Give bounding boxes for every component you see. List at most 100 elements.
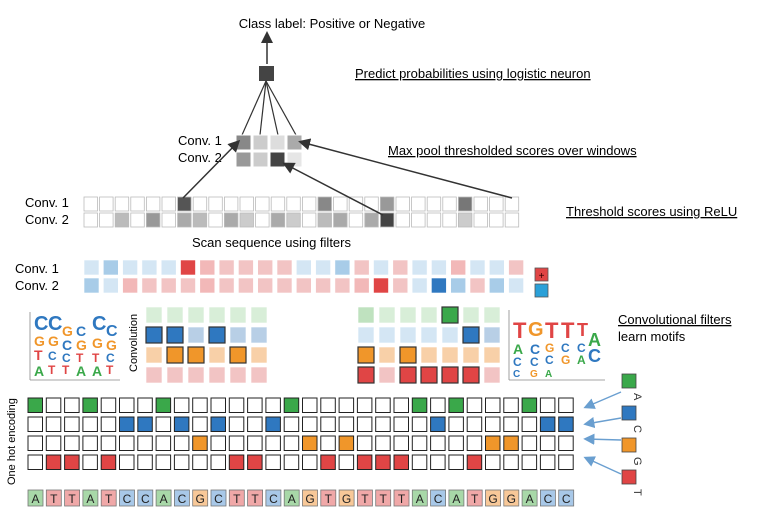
one-hot-cell — [466, 435, 483, 451]
one-hot-cell — [82, 454, 98, 470]
one-hot-cell — [448, 435, 464, 451]
one-hot-cell — [338, 416, 355, 432]
one-hot-cell — [247, 416, 263, 432]
one-hot-cell — [485, 435, 501, 451]
sequence-base-letter: G — [196, 492, 205, 506]
scan-cell — [450, 277, 467, 294]
sequence-base: C — [540, 489, 556, 507]
relu-cell — [333, 196, 348, 212]
logo-letter: C — [513, 369, 520, 380]
filter-cell — [399, 346, 417, 364]
sequence-base-box — [375, 489, 392, 507]
sequence-base-letter: A — [416, 492, 424, 506]
maxpool-cell — [286, 151, 303, 168]
plus-sign: + — [539, 271, 545, 282]
relu-conv2-label: Conv. 2 — [25, 212, 69, 227]
sequence-base-box — [100, 489, 117, 507]
one-hot-cell — [82, 397, 98, 413]
sequence-base-letter: T — [233, 492, 241, 506]
scan-cell — [315, 277, 331, 294]
relu-cell — [379, 196, 395, 212]
relu-cell — [457, 196, 473, 212]
one-hot-cell — [137, 454, 153, 470]
one-hot-cell — [411, 397, 428, 413]
one-hot-cell — [119, 416, 135, 432]
one-hot-cell — [283, 397, 300, 413]
filter-cell — [399, 366, 417, 384]
sequence-base: A — [448, 489, 465, 507]
logo-letter: C — [62, 337, 72, 353]
sequence-base-box — [411, 489, 428, 507]
one-hot-cell — [64, 397, 80, 413]
one-hot-cell — [82, 435, 98, 451]
sequence-base: G — [192, 489, 209, 507]
one-hot-cell — [283, 454, 300, 470]
one-hot-cell — [27, 397, 43, 413]
nucleotide-legend: A C G T — [621, 373, 643, 496]
filter-cell — [166, 326, 184, 344]
relu-cell — [145, 196, 161, 212]
sequence-base-letter: C — [123, 492, 132, 506]
filter-cell — [420, 306, 438, 324]
legend-label-g: G — [631, 457, 643, 466]
sequence-base-letter: A — [288, 492, 296, 506]
motif-logo-left: C C G C C CG G C G G GT C C T T CA T T A A T — [29, 312, 120, 381]
relu-cell — [489, 212, 504, 228]
scan-cell — [276, 277, 293, 294]
scan-cell — [141, 259, 158, 276]
sequence-base-letter: A — [452, 492, 460, 506]
one-hot-cell — [503, 416, 519, 432]
logo-letter: T — [34, 347, 43, 363]
one-hot-cell — [539, 454, 556, 470]
one-hot-cell — [265, 435, 281, 451]
one-hot-cell — [375, 416, 391, 432]
filter-cell — [208, 326, 226, 344]
relu-grid — [83, 196, 520, 228]
filter-cell — [208, 306, 226, 324]
scan-cell — [353, 277, 370, 294]
relu-cell — [223, 196, 239, 212]
one-hot-cell — [466, 454, 483, 470]
scan-cell — [276, 259, 293, 276]
sequence-base-letter: T — [50, 492, 58, 506]
sequence-base-letter: T — [380, 492, 388, 506]
one-hot-cell — [64, 454, 80, 470]
relu-cell — [348, 212, 364, 228]
relu-cell — [239, 212, 254, 228]
scan-cell — [218, 277, 235, 294]
sequence-base: C — [430, 489, 447, 507]
one-hot-cell — [539, 397, 556, 413]
scan-cell — [122, 259, 138, 276]
scan-cell — [295, 277, 312, 294]
maxpool-conv2-label: Conv. 2 — [178, 150, 222, 165]
sequence-base-letter: G — [488, 492, 497, 506]
one-hot-cell — [302, 454, 318, 470]
scan-cell — [411, 277, 428, 294]
maxpool-cell — [269, 151, 286, 168]
logo-letter: C — [62, 351, 71, 365]
sequence-base-box — [283, 489, 300, 507]
one-hot-cell — [247, 454, 263, 470]
logo-letter: G — [561, 353, 570, 367]
filter-cell — [378, 306, 396, 324]
relu-cell — [473, 212, 488, 228]
annotation-scan: Scan sequence using filters — [192, 235, 351, 250]
one-hot-cell — [393, 397, 409, 413]
one-hot-cell — [503, 454, 519, 470]
one-hot-cell — [411, 435, 428, 451]
one-hot-cell — [448, 454, 464, 470]
sequence-base-letter: G — [507, 492, 516, 506]
maxpool-cell — [252, 151, 269, 168]
legend-swatch-g — [621, 437, 637, 453]
scan-cell — [508, 277, 524, 294]
sequence-base-box — [137, 489, 154, 507]
relu-cell — [426, 212, 442, 228]
logo-letter: A — [34, 363, 44, 379]
one-hot-cell — [338, 397, 355, 413]
relu-cell — [286, 212, 301, 228]
filter-cell — [441, 306, 459, 324]
relu-cell — [255, 196, 270, 212]
one-hot-cell — [430, 454, 446, 470]
logo-letter: A — [92, 363, 102, 379]
scan-cell — [392, 259, 409, 276]
